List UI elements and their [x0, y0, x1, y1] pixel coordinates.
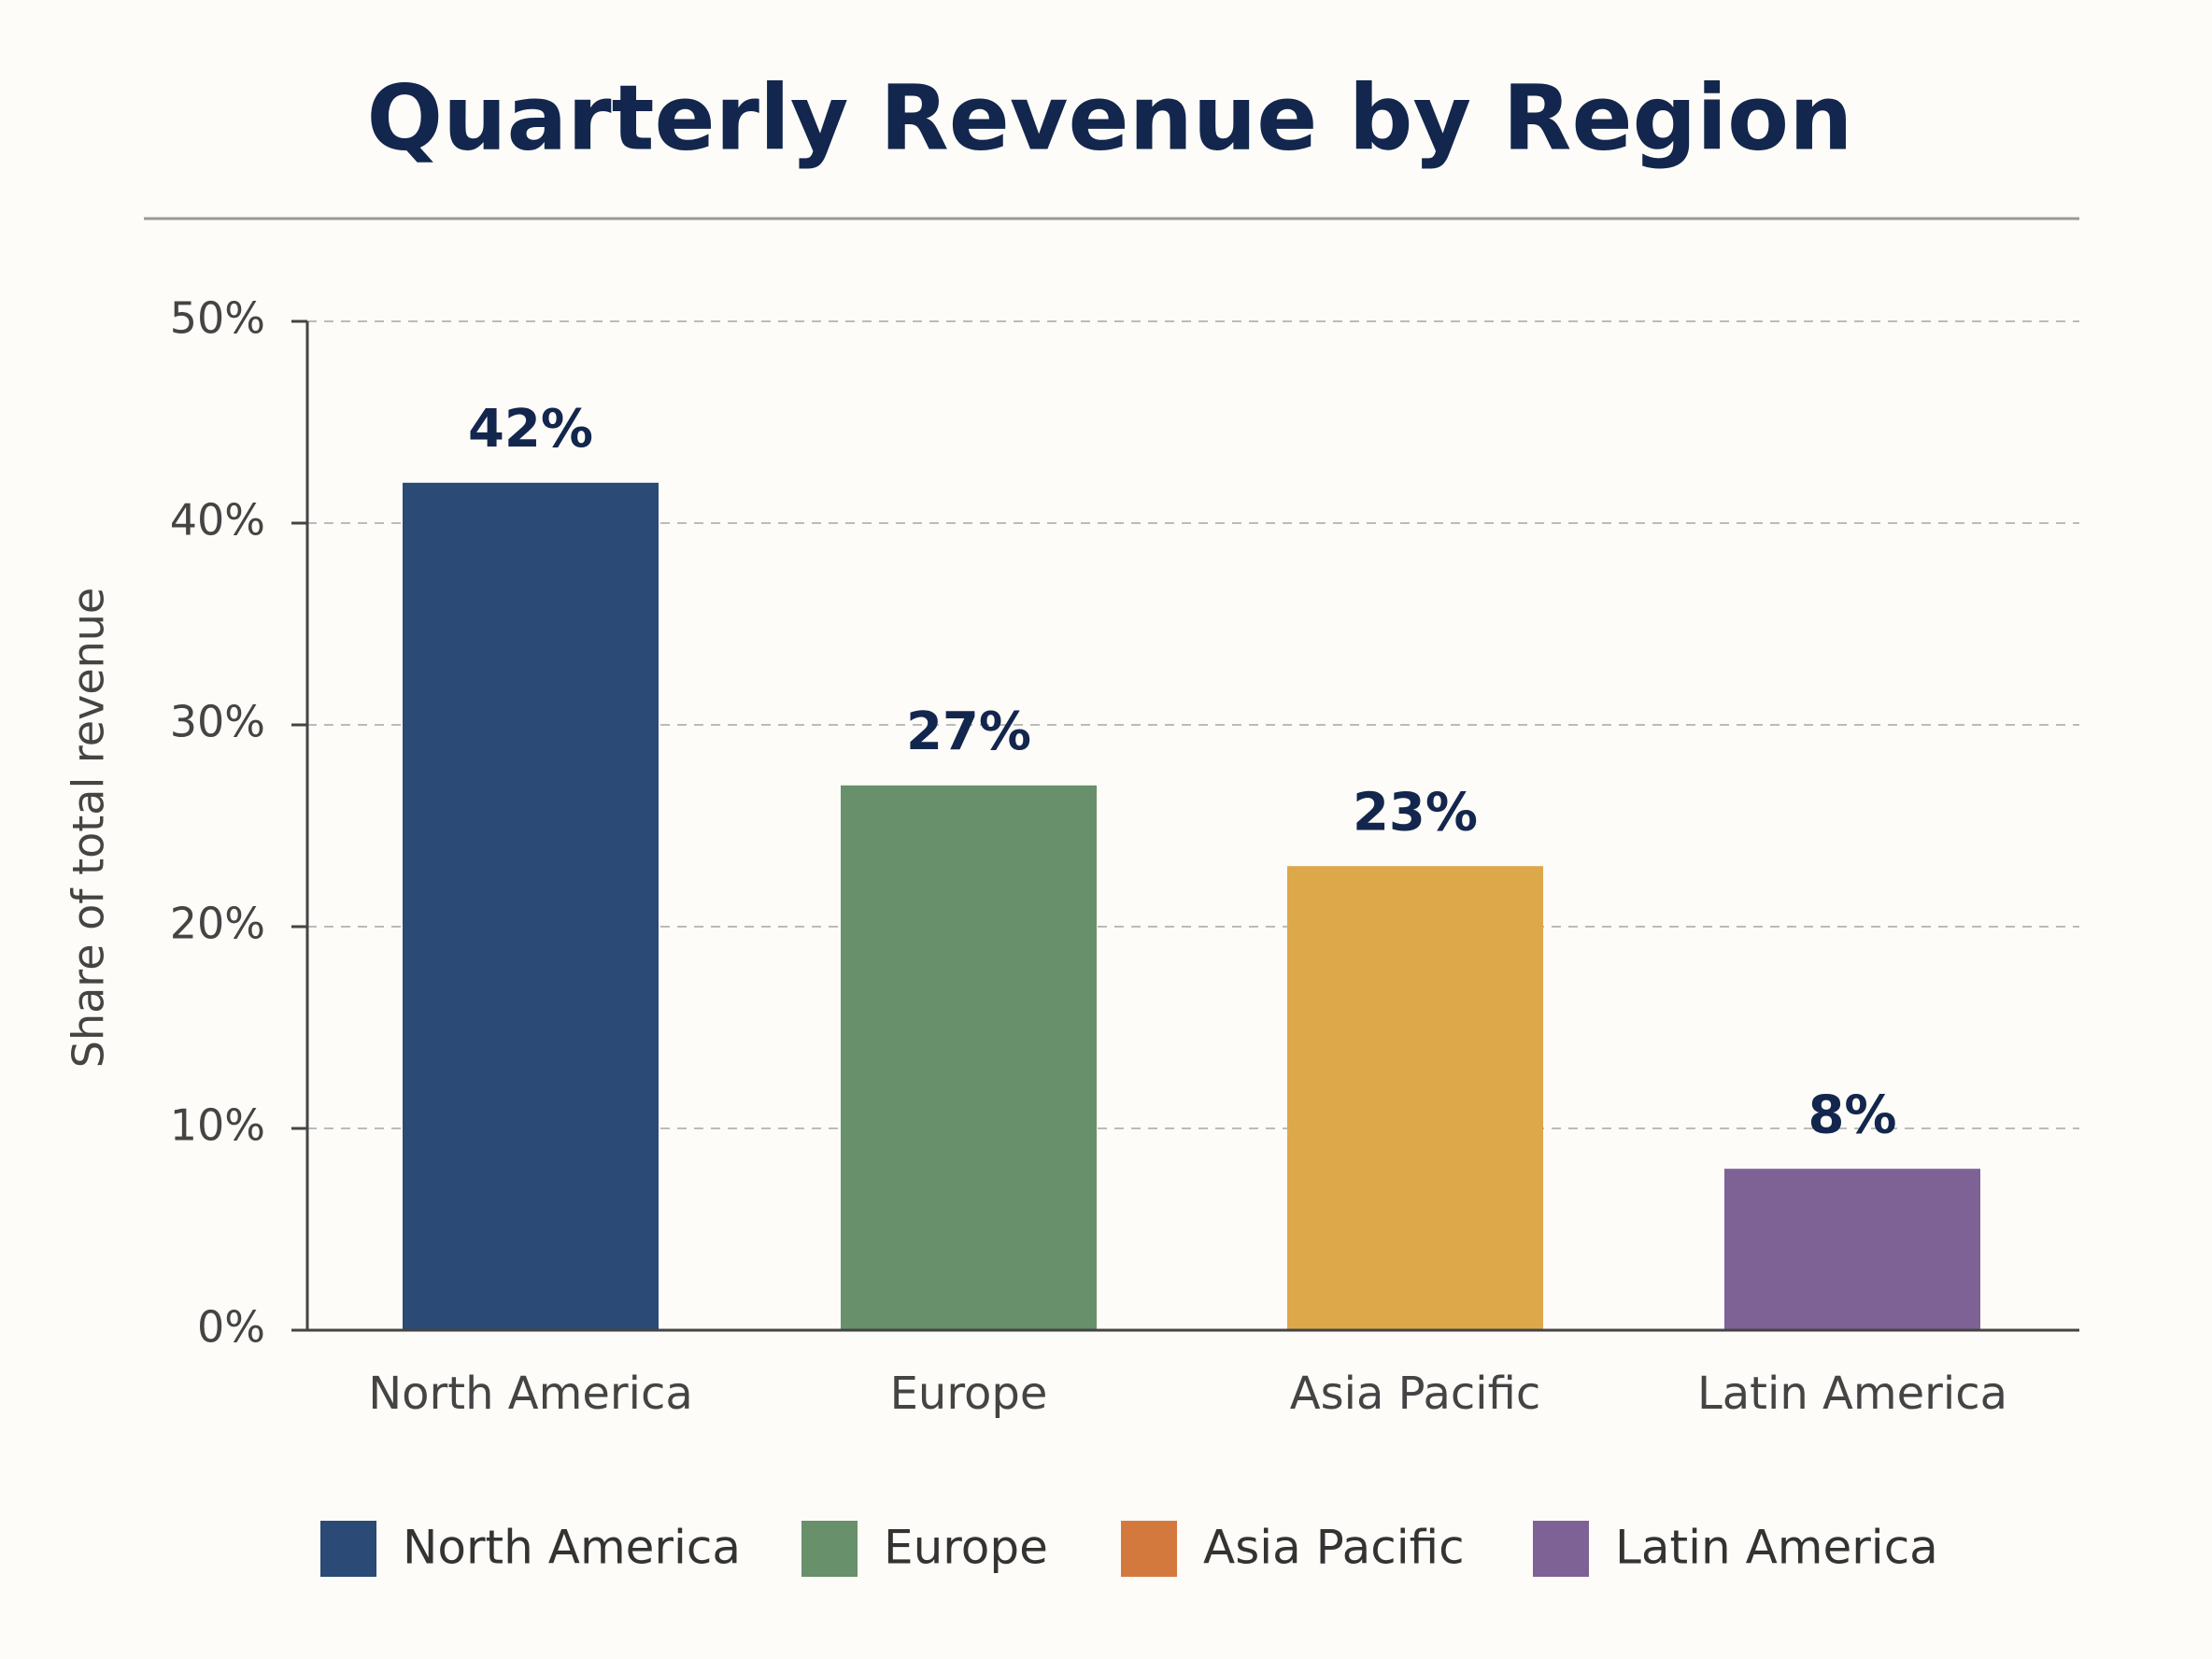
value-label: 23%	[1353, 782, 1478, 843]
y-tick-label: 30%	[170, 697, 265, 747]
y-axis-label: Share of total revenue	[64, 588, 114, 1068]
legend-swatch	[320, 1521, 376, 1577]
legend-swatch	[801, 1521, 858, 1577]
bar	[1724, 1169, 1980, 1330]
value-label: 8%	[1808, 1085, 1896, 1145]
legend-label: North America	[403, 1521, 741, 1575]
legend-label: Europe	[884, 1521, 1048, 1575]
bar	[403, 482, 659, 1330]
x-tick-label: Latin America	[1697, 1368, 2007, 1420]
x-tick-label: Asia Pacific	[1290, 1368, 1540, 1420]
legend-label: Latin America	[1615, 1521, 1938, 1575]
y-tick-label: 20%	[170, 899, 265, 949]
y-tick-label: 50%	[170, 293, 265, 344]
legend-swatch	[1533, 1521, 1589, 1577]
legend-swatch	[1121, 1521, 1177, 1577]
y-tick-label: 10%	[170, 1100, 265, 1151]
legend-label: Asia Pacific	[1203, 1521, 1465, 1575]
value-label: 42%	[468, 399, 593, 460]
bar	[1287, 866, 1543, 1330]
bar	[841, 785, 1097, 1330]
chart-title: Quarterly Revenue by Region	[367, 65, 1853, 170]
x-tick-label: North America	[368, 1368, 693, 1420]
y-tick-label: 40%	[170, 495, 265, 546]
y-tick-label: 0%	[197, 1302, 265, 1353]
value-label: 27%	[906, 702, 1031, 762]
x-tick-label: Europe	[890, 1368, 1048, 1420]
